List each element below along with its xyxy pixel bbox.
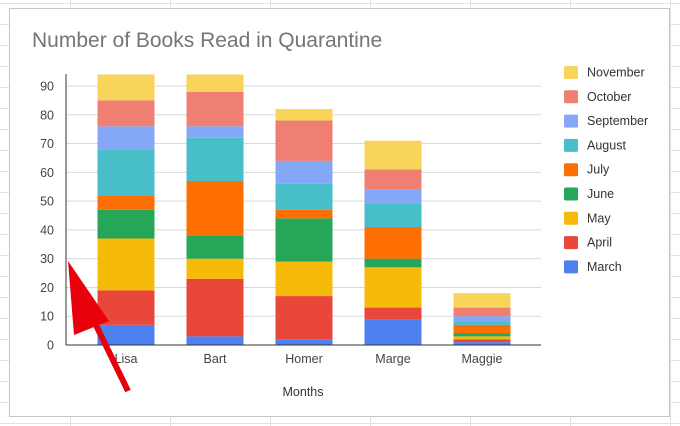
- legend-label-may: May: [587, 211, 611, 225]
- bar-segment-november-bart[interactable]: [186, 74, 244, 92]
- x-tick-label: Maggie: [462, 352, 503, 366]
- bar-segment-october-marge[interactable]: [364, 169, 422, 190]
- y-tick-label: 50: [40, 195, 54, 209]
- bar-segment-september-maggie[interactable]: [453, 316, 511, 322]
- legend-swatch-november: [564, 66, 578, 79]
- legend: November October September August July June Ma…: [564, 66, 648, 274]
- bar-segment-june-maggie[interactable]: [453, 333, 511, 337]
- legend-label-september: September: [587, 114, 648, 128]
- bar-segment-october-maggie[interactable]: [453, 307, 511, 317]
- bar-segment-march-maggie[interactable]: [453, 342, 511, 345]
- arrow-shaft: [89, 315, 131, 393]
- x-tick-label: Marge: [375, 352, 410, 366]
- bar-segment-july-lisa[interactable]: [97, 195, 155, 210]
- y-tick-label: 40: [40, 223, 54, 237]
- x-tick-label: Homer: [285, 352, 323, 366]
- legend-swatch-august: [564, 138, 578, 152]
- arrow-head: [68, 261, 109, 335]
- bar-segment-may-maggie[interactable]: [453, 336, 511, 340]
- bar-segment-july-homer[interactable]: [275, 209, 333, 219]
- bar-segment-september-homer[interactable]: [275, 160, 333, 184]
- bar-segment-june-lisa[interactable]: [97, 209, 155, 239]
- axes: 0 10 20 30 40 50 60 70 80 90 Lisa Bart Homer Marge Mag…: [40, 74, 541, 366]
- x-tick-label: Lisa: [115, 352, 138, 366]
- y-tick-label: 10: [40, 310, 54, 324]
- bar-segment-may-homer[interactable]: [275, 261, 333, 297]
- bar-segment-august-bart[interactable]: [186, 137, 244, 181]
- bar-segment-october-lisa[interactable]: [97, 100, 155, 127]
- bar-segment-august-maggie[interactable]: [453, 321, 511, 325]
- chart-container[interactable]: Number of Books Read in Quarantine 0 10 20…: [9, 8, 670, 417]
- bar-segment-october-bart[interactable]: [186, 91, 244, 127]
- y-tick-label: 90: [40, 80, 54, 94]
- x-tick-label: Bart: [204, 352, 227, 366]
- bar-segment-september-lisa[interactable]: [97, 126, 155, 150]
- bar-segment-may-lisa[interactable]: [97, 238, 155, 291]
- y-tick-label: 30: [40, 252, 54, 266]
- bar-segment-april-marge[interactable]: [364, 307, 422, 320]
- legend-label-june: June: [587, 187, 614, 201]
- bar-segment-august-marge[interactable]: [364, 203, 422, 228]
- y-tick-label: 60: [40, 166, 54, 180]
- bar-segment-july-marge[interactable]: [364, 227, 422, 259]
- legend-swatch-july: [564, 163, 578, 177]
- legend-swatch-may: [564, 211, 578, 225]
- y-tick-label: 70: [40, 137, 54, 151]
- bar-segment-june-homer[interactable]: [275, 218, 333, 262]
- bar-segment-june-bart[interactable]: [186, 235, 244, 259]
- bar-segment-july-bart[interactable]: [186, 180, 244, 236]
- legend-swatch-april: [564, 236, 578, 250]
- legend-label-august: August: [587, 138, 626, 152]
- bar-segment-november-homer[interactable]: [275, 109, 333, 121]
- bar-segment-november-marge[interactable]: [364, 140, 422, 170]
- bar-segment-june-marge[interactable]: [364, 258, 422, 268]
- y-tick-label: 0: [47, 339, 54, 353]
- bar-segment-september-bart[interactable]: [186, 126, 244, 138]
- chart-title: Number of Books Read in Quarantine: [32, 29, 383, 52]
- bar-segment-march-bart[interactable]: [186, 336, 244, 345]
- legend-label-november: November: [587, 66, 645, 80]
- legend-label-march: March: [587, 260, 622, 274]
- bar-segment-august-lisa[interactable]: [97, 149, 155, 196]
- bar-segment-july-maggie[interactable]: [453, 324, 511, 334]
- bar-segment-may-marge[interactable]: [364, 267, 422, 308]
- bar-segment-september-marge[interactable]: [364, 189, 422, 204]
- legend-label-july: July: [587, 163, 610, 177]
- bar-segment-may-bart[interactable]: [186, 258, 244, 279]
- bar-segment-april-homer[interactable]: [275, 296, 333, 340]
- bar-segment-april-maggie[interactable]: [453, 339, 511, 343]
- legend-swatch-march: [564, 260, 578, 274]
- bar-segment-march-marge[interactable]: [364, 319, 422, 345]
- bar-segment-november-lisa[interactable]: [97, 74, 155, 101]
- legend-swatch-october: [564, 90, 578, 104]
- bar-segment-march-homer[interactable]: [275, 339, 333, 345]
- bar-segment-march-lisa[interactable]: [97, 324, 155, 345]
- bar-segment-november-maggie[interactable]: [453, 293, 511, 308]
- bar-segment-august-homer[interactable]: [275, 183, 333, 210]
- legend-swatch-june: [564, 187, 578, 201]
- y-tick-label: 80: [40, 108, 54, 122]
- legend-label-april: April: [587, 236, 612, 250]
- bars: [97, 74, 511, 345]
- bar-segment-april-bart[interactable]: [186, 278, 244, 337]
- legend-label-october: October: [587, 90, 631, 104]
- bar-segment-october-homer[interactable]: [275, 120, 333, 161]
- x-axis-title: Months: [283, 385, 324, 399]
- annotation-arrow: [68, 261, 131, 393]
- y-tick-label: 20: [40, 281, 54, 295]
- legend-swatch-september: [564, 114, 578, 128]
- stacked-bar-chart: 0 10 20 30 40 50 60 70 80 90 Lisa Bart Homer Marge Mag…: [40, 66, 648, 400]
